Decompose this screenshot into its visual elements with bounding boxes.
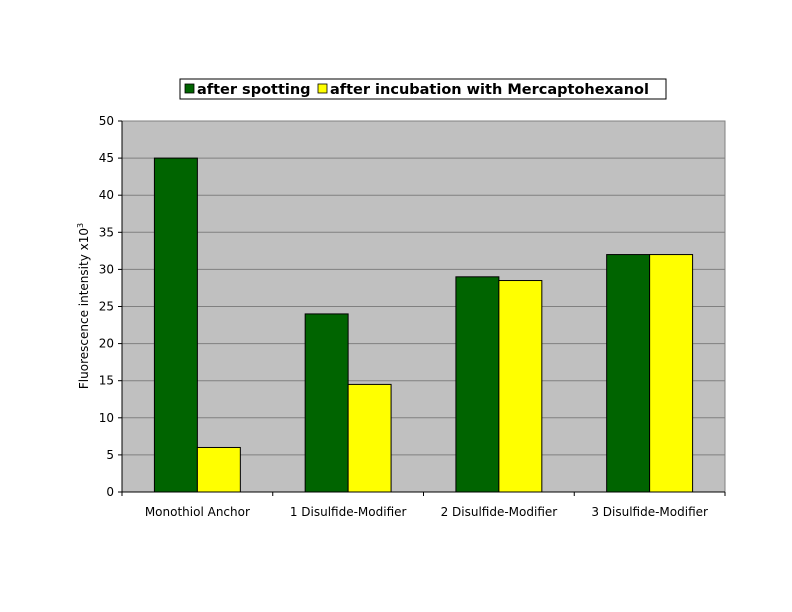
- y-tick-label: 35: [99, 225, 114, 239]
- bar-after-spotting: [153, 157, 198, 493]
- bar-after-incubation: [196, 446, 241, 493]
- x-tick-label: 1 Disulfide-Modifier: [290, 505, 407, 519]
- bar-after-incubation: [498, 280, 543, 493]
- y-tick-label: 0: [106, 485, 114, 499]
- axes: 0 5 10 15 20 25 30 35 40 45 50 Monothiol Anchor 1 Di…: [99, 114, 726, 519]
- x-tick-label: Monothiol Anchor: [145, 505, 250, 519]
- legend-swatch-after-spotting: [184, 83, 195, 94]
- bar-after-spotting: [304, 313, 349, 493]
- y-tick-label: 30: [99, 262, 114, 276]
- y-tick-label: 10: [99, 411, 114, 425]
- y-tick-label: 20: [99, 337, 114, 351]
- x-tick-label: 3 Disulfide-Modifier: [591, 505, 708, 519]
- y-tick-label: 40: [99, 188, 114, 202]
- bar-after-spotting: [606, 254, 651, 493]
- y-tick-label: 15: [99, 374, 114, 388]
- legend-box: [179, 78, 667, 100]
- bar-after-spotting: [455, 276, 500, 493]
- bars: [153, 157, 694, 493]
- y-tick-label: 50: [99, 114, 114, 128]
- legend-swatch-after-incubation: [317, 83, 328, 94]
- y-tick-label: 5: [106, 448, 114, 462]
- bar-after-incubation: [347, 383, 392, 493]
- legend: after spotting after incubation with Mer…: [179, 78, 667, 100]
- legend-label-after-incubation: after incubation with Mercaptohexanol: [330, 82, 649, 98]
- bar-after-incubation: [649, 254, 694, 493]
- y-tick-label: 25: [99, 300, 114, 314]
- y-tick-label: 45: [99, 151, 114, 165]
- x-tick-label: 2 Disulfide-Modifier: [441, 505, 558, 519]
- legend-label-after-spotting: after spotting: [197, 82, 311, 98]
- y-axis-label: Fluorescence intensity x103: [76, 223, 91, 389]
